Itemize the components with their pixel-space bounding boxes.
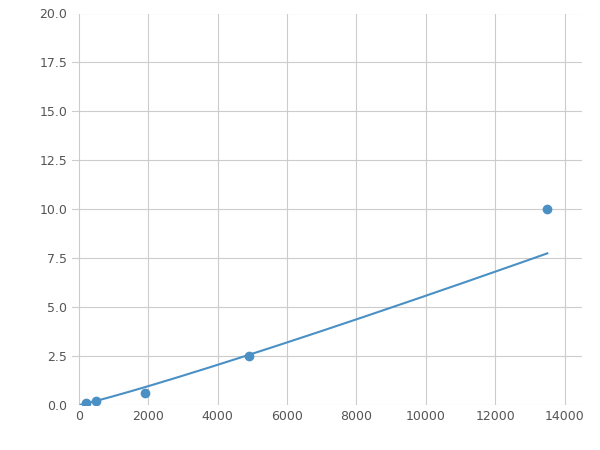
Point: [140, 390, 149, 397]
Point: [244, 352, 254, 360]
Point: [81, 400, 91, 407]
Point: [542, 206, 552, 213]
Point: [91, 397, 101, 405]
